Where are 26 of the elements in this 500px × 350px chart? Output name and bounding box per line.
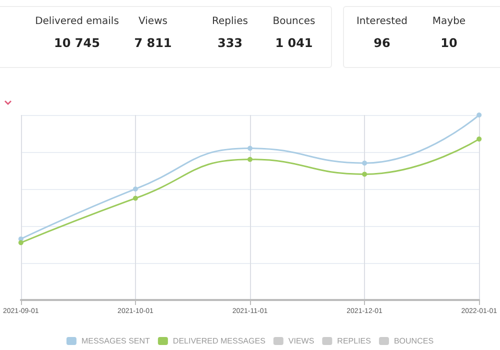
point [248, 156, 252, 162]
text: 10 [440, 36, 458, 50]
point [18, 240, 24, 246]
point [132, 186, 138, 192]
text: 10 745 [53, 36, 101, 50]
point [362, 172, 368, 177]
text: 1 041 [274, 36, 314, 50]
text: 96 [372, 36, 392, 50]
legend-label: REPLIES [337, 336, 371, 346]
text: Delivered emails [34, 16, 120, 27]
text: 7 811 [133, 36, 173, 50]
legend-label: MESSAGES SENT [81, 336, 150, 346]
text: 333 [216, 36, 244, 50]
point [476, 136, 482, 142]
text: Maybe [432, 16, 466, 27]
text: Replies [212, 16, 248, 27]
point [362, 160, 368, 166]
point [248, 146, 252, 151]
text: Views [138, 16, 168, 27]
text: Bounces [272, 16, 316, 27]
legend-label: BOUNCES [394, 336, 434, 346]
text: Interested [355, 16, 409, 27]
point [476, 112, 482, 118]
point [132, 196, 138, 201]
legend-label: DELIVERED MESSAGES [172, 336, 266, 346]
legend-label: VIEWS [288, 336, 314, 346]
